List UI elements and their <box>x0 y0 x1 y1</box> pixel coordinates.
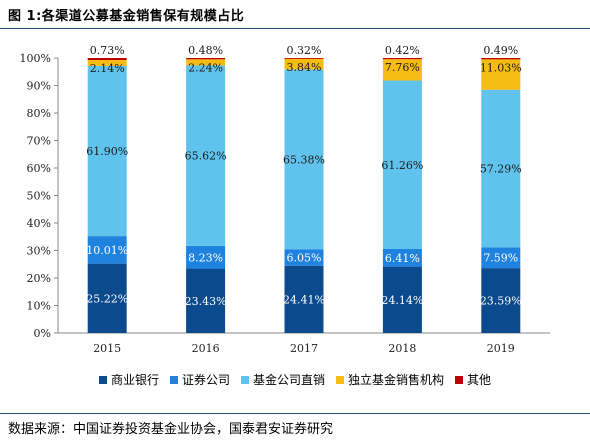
bar-segment <box>481 268 521 333</box>
legend-label-securities: 证券公司 <box>181 373 230 387</box>
bar-segment <box>284 249 324 266</box>
bar-segment <box>481 59 521 90</box>
legend-item-independent: 独立基金销售机构 <box>336 371 444 388</box>
title-divider <box>0 28 590 29</box>
bar-segment <box>284 58 324 70</box>
bar-segment <box>284 69 324 250</box>
data-label: 0.49% <box>483 44 518 57</box>
legend-swatch-bank <box>98 375 107 384</box>
bar-segment <box>186 59 226 66</box>
figure-title: 图 1:各渠道公募基金销售保有规模占比 <box>8 9 245 24</box>
data-label: 7.76% <box>385 61 420 74</box>
y-tick-label: 80% <box>27 107 51 120</box>
data-label: 57.29% <box>480 162 522 175</box>
bar-segment <box>382 248 422 267</box>
bar-segment <box>481 89 521 248</box>
x-tick-label: 2019 <box>487 342 515 355</box>
data-label: 24.14% <box>381 294 423 307</box>
bar-segment <box>87 65 127 237</box>
data-label: 0.42% <box>385 44 420 57</box>
x-tick-label: 2015 <box>93 342 121 355</box>
legend-label-independent: 独立基金销售机构 <box>348 373 445 387</box>
bar-segment <box>186 65 226 246</box>
legend-swatch-direct-sales <box>240 375 249 384</box>
data-label: 6.05% <box>287 252 322 265</box>
y-tick-label: 70% <box>27 135 51 148</box>
y-tick-label: 30% <box>27 245 51 258</box>
bar-segment <box>87 60 127 66</box>
legend-item-bank: 商业银行 <box>98 371 159 388</box>
data-label: 2.24% <box>188 61 223 74</box>
data-label: 7.59% <box>483 252 518 265</box>
data-label: 65.38% <box>283 153 325 166</box>
bar-segment <box>481 58 521 60</box>
data-label: 25.22% <box>86 292 128 305</box>
x-tick-label: 2017 <box>290 342 318 355</box>
legend-swatch-independent <box>336 375 344 384</box>
y-tick-label: 60% <box>27 162 51 175</box>
bar-segment <box>284 265 324 333</box>
y-tick-label: 10% <box>27 300 51 313</box>
data-label: 0.32% <box>287 44 322 57</box>
bar-segment <box>87 263 127 333</box>
x-tick-label: 2018 <box>388 342 416 355</box>
chart-legend: 商业银行 证券公司 基金公司直销 独立基金销售机构 其他 <box>0 371 590 388</box>
legend-item-securities: 证券公司 <box>169 371 230 388</box>
bar-segment <box>382 59 422 81</box>
data-label: 10.01% <box>86 244 128 257</box>
data-label: 0.48% <box>188 44 223 57</box>
y-tick-label: 100% <box>20 52 51 65</box>
y-tick-label: 40% <box>27 217 51 230</box>
x-tick-label: 2016 <box>192 342 220 355</box>
data-label: 6.41% <box>385 252 420 265</box>
bar-segment <box>382 58 422 60</box>
data-label: 8.23% <box>188 251 223 264</box>
y-tick-label: 20% <box>27 272 51 285</box>
bar-segment <box>186 58 226 60</box>
data-label: 0.73% <box>90 44 125 57</box>
source-divider <box>0 413 590 414</box>
bar-segment <box>87 236 127 264</box>
bar-segment <box>186 245 226 269</box>
legend-item-direct-sales: 基金公司直销 <box>240 371 325 388</box>
source-note: 数据来源：中国证券投资基金业协会，国泰君安证券研究 <box>8 422 334 437</box>
bar-segment <box>382 266 422 333</box>
data-label: 2.14% <box>90 62 125 75</box>
data-label: 65.62% <box>185 150 227 163</box>
legend-label-bank: 商业银行 <box>110 373 159 387</box>
legend-item-other: 其他 <box>455 371 491 388</box>
bar-segment <box>186 268 226 333</box>
legend-label-direct-sales: 基金公司直销 <box>252 373 325 387</box>
data-label: 24.41% <box>283 293 325 306</box>
y-tick-label: 90% <box>27 80 51 93</box>
data-label: 3.84% <box>287 61 322 74</box>
stacked-bar-chart: 0% 10% 20% 30% 40% 50% 60% 70% 80% 90% 100% 25.22% 1… <box>20 44 550 355</box>
y-tick-label: 0% <box>34 327 51 340</box>
data-label: 11.03% <box>480 61 522 74</box>
legend-swatch-securities <box>169 375 178 384</box>
bar-segment <box>382 80 422 249</box>
bar-segment <box>284 58 324 59</box>
bar-segment <box>87 58 127 61</box>
data-label: 23.59% <box>480 295 522 308</box>
legend-label-other: 其他 <box>467 373 492 387</box>
bar-segment <box>481 247 521 269</box>
y-tick-label: 50% <box>27 190 51 203</box>
legend-swatch-other <box>455 375 464 384</box>
data-label: 61.90% <box>86 145 128 158</box>
data-label: 61.26% <box>381 159 423 172</box>
data-label: 23.43% <box>185 295 227 308</box>
